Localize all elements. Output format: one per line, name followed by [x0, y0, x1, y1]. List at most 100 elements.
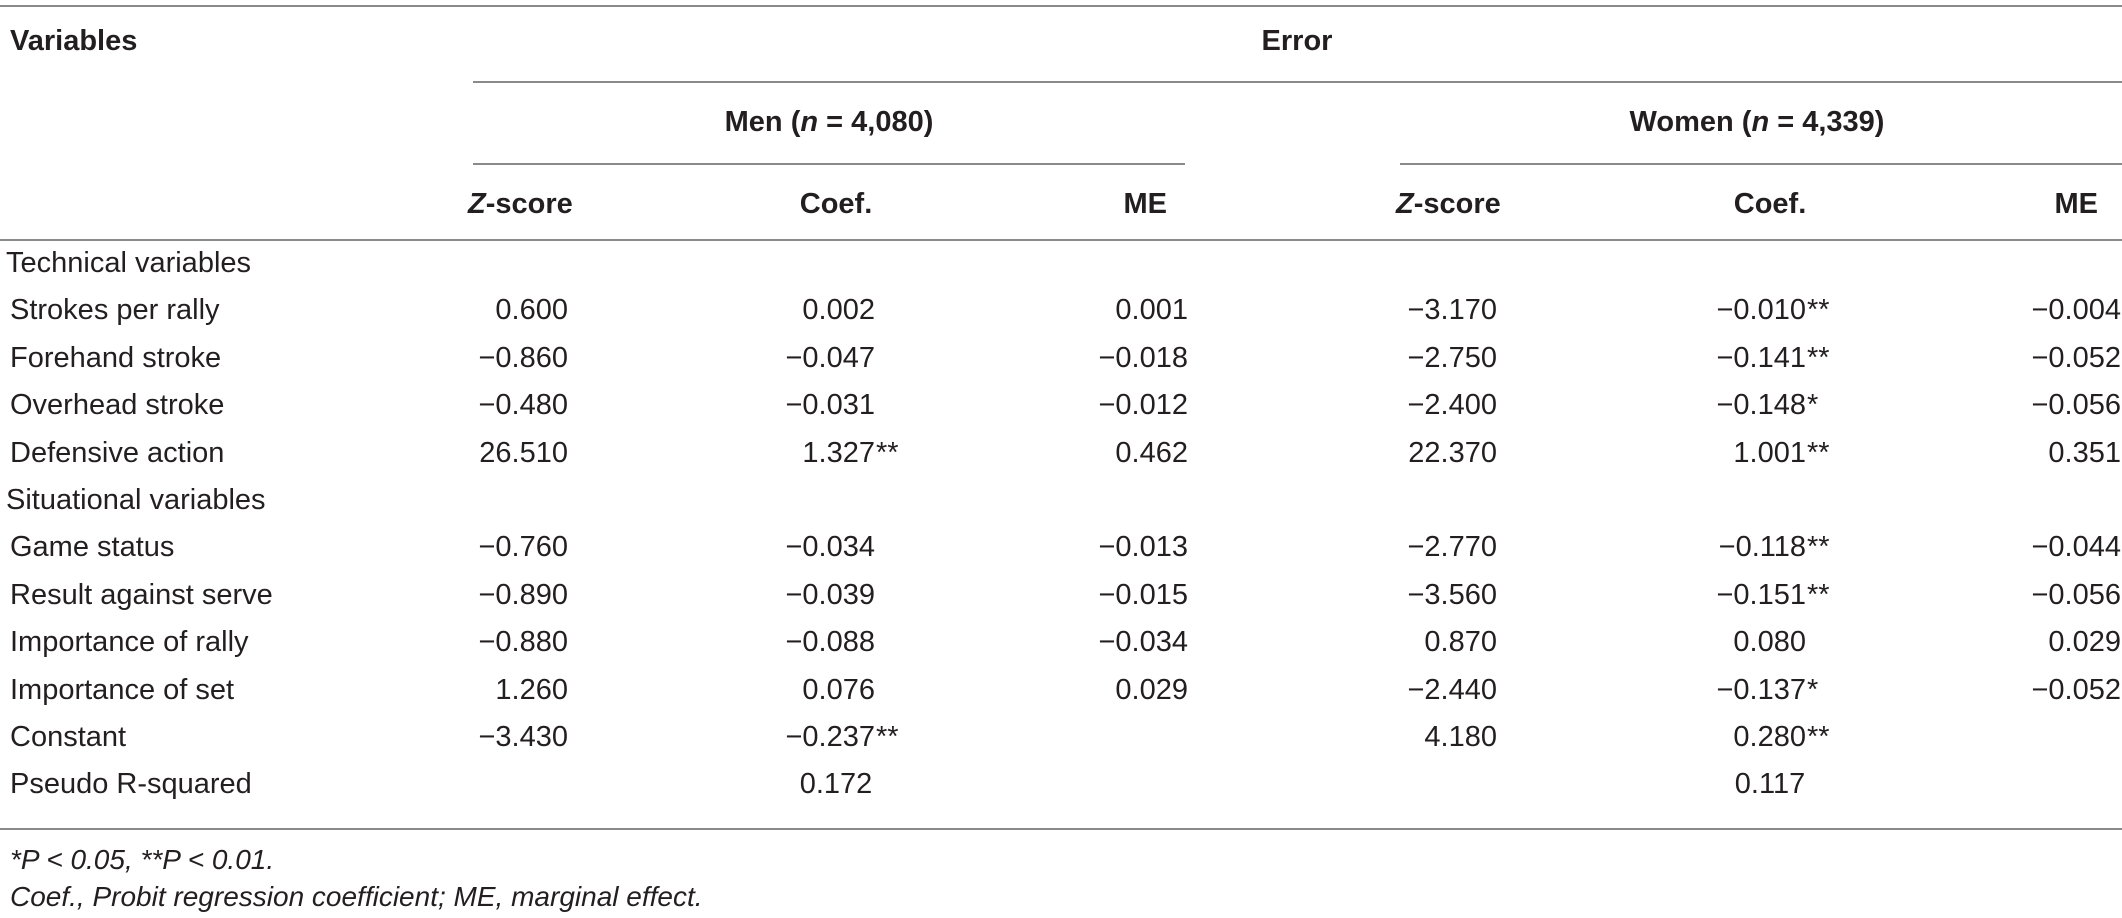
men-count: = 4,080): [818, 106, 934, 138]
women-coef-cell: −0.148: [1716, 389, 1806, 422]
section-technical-variables: Technical variables: [6, 247, 252, 279]
women-coef-cell: −0.151: [1716, 578, 1806, 611]
men-zscore-cell: −0.890: [478, 578, 568, 611]
women-zscore-cell: −2.440: [1407, 673, 1497, 706]
men-zscore-header: Z-score: [468, 187, 573, 221]
women-coef-header: Coef.: [1733, 188, 1807, 220]
women-coef-significance: **: [1807, 436, 1830, 469]
women-me-cell: −0.044: [2031, 531, 2121, 564]
women-zscore-cell: −2.750: [1407, 341, 1497, 374]
men-n: n: [800, 106, 819, 138]
men-zscore-cell: −0.480: [478, 389, 568, 422]
men-zscore-cell: 0.600: [495, 294, 568, 327]
row-label: Strokes per rally: [10, 294, 220, 327]
men-zscore-cell: −0.880: [478, 626, 568, 659]
men-label: Men (: [724, 106, 801, 138]
men-coef-cell: −0.034: [785, 531, 875, 564]
women-me-header: ME: [2054, 188, 2099, 220]
women-z-rest: -score: [1413, 188, 1501, 220]
women-group-header: Women (n = 4,339): [1630, 105, 1885, 139]
men-me-cell: −0.012: [1098, 389, 1188, 422]
women-coef-significance: **: [1807, 294, 1830, 327]
men-group-header: Men (n = 4,080): [725, 105, 934, 139]
women-me-cell: −0.052: [2031, 341, 2121, 374]
women-coef-significance: *: [1807, 389, 1819, 422]
header-bottom-rule: [0, 239, 2122, 241]
men-me-header: ME: [1123, 188, 1168, 220]
row-label: Forehand stroke: [10, 341, 222, 374]
women-z-letter: Z: [1396, 188, 1414, 220]
women-coef-significance: **: [1807, 341, 1830, 374]
women-zscore-cell: −3.170: [1407, 294, 1497, 327]
women-coef-cell: −0.010: [1716, 294, 1806, 327]
row-label: Game status: [10, 531, 175, 564]
men-coef-cell: 0.076: [802, 673, 875, 706]
men-coef-cell: 1.327: [802, 436, 875, 469]
women-coef-cell: 0.280: [1733, 721, 1806, 753]
women-label: Women (: [1629, 106, 1752, 138]
pseudo-r2-label: Pseudo R-squared: [10, 768, 252, 801]
error-underline: [473, 81, 2122, 83]
women-coef-significance: **: [1807, 578, 1830, 611]
men-coef-cell: −0.088: [785, 626, 875, 659]
men-coef-header: Coef.: [799, 188, 873, 220]
women-me-cell: −0.052: [2031, 673, 2121, 706]
women-count: = 4,339): [1769, 106, 1885, 138]
women-coef-significance: *: [1807, 673, 1819, 706]
abbreviation-footnote: Coef., Probit regression coefficient; ME…: [10, 881, 703, 912]
women-coef-cell: 0.080: [1733, 626, 1806, 659]
men-coef-cell: −0.031: [785, 389, 875, 422]
row-label: Importance of set: [10, 673, 235, 706]
men-coef-significance: **: [876, 436, 899, 469]
row-label: Importance of rally: [10, 626, 249, 659]
men-z-rest: -score: [485, 188, 573, 220]
men-me-cell: −0.013: [1098, 531, 1188, 564]
men-me-cell: 0.029: [1115, 673, 1188, 706]
women-coef-significance: **: [1807, 721, 1830, 753]
row-label: Defensive action: [10, 436, 225, 469]
section-situational-variables: Situational variables: [6, 484, 266, 516]
men-zscore-cell: −0.860: [478, 341, 568, 374]
women-zscore-header: Z-score: [1396, 187, 1501, 221]
men-me-cell: 0.001: [1115, 294, 1188, 327]
pseudo-r2-men: 0.172: [799, 768, 873, 801]
women-n: n: [1751, 106, 1770, 138]
men-me-cell: −0.018: [1098, 341, 1188, 374]
men-coef-cell: −0.237: [785, 721, 875, 753]
women-zscore-cell: −2.770: [1407, 531, 1497, 564]
women-me-cell: −0.056: [2031, 389, 2121, 422]
men-me-cell: 0.462: [1115, 436, 1188, 469]
men-coef-cell: 0.002: [802, 294, 875, 327]
error-header: Error: [1261, 25, 1333, 57]
table-bottom-rule: [0, 828, 2122, 830]
men-zscore-cell: −3.430: [478, 721, 568, 753]
men-me-cell: −0.015: [1098, 578, 1188, 611]
women-me-cell: 0.029: [2048, 626, 2121, 659]
variables-header: Variables: [10, 25, 138, 57]
men-zscore-cell: 1.260: [495, 673, 568, 706]
row-label: Overhead stroke: [10, 389, 225, 422]
women-me-cell: −0.056: [2031, 578, 2121, 611]
top-rule: [0, 5, 2122, 7]
men-underline: [473, 163, 1185, 165]
women-me-cell: −0.004: [2031, 294, 2121, 327]
men-zscore-cell: −0.760: [478, 531, 568, 564]
women-coef-cell: −0.137: [1716, 673, 1806, 706]
significance-footnote: *P < 0.05, **P < 0.01.: [10, 844, 275, 875]
women-me-cell: 0.351: [2048, 436, 2121, 469]
women-zscore-cell: −3.560: [1407, 578, 1497, 611]
men-zscore-cell: 26.510: [479, 436, 568, 469]
row-label: Constant: [10, 721, 127, 753]
men-me-cell: −0.034: [1098, 626, 1188, 659]
men-z-letter: Z: [468, 188, 486, 220]
women-zscore-cell: 22.370: [1408, 436, 1497, 469]
women-zscore-cell: 4.180: [1424, 721, 1497, 753]
pseudo-r2-women: 0.117: [1734, 768, 1806, 801]
women-zscore-cell: 0.870: [1424, 626, 1497, 659]
women-zscore-cell: −2.400: [1407, 389, 1497, 422]
women-coef-cell: −0.118: [1718, 531, 1806, 564]
women-coef-cell: −0.141: [1716, 341, 1806, 374]
row-label: Result against serve: [10, 578, 273, 611]
women-coef-significance: **: [1807, 531, 1830, 564]
women-underline: [1400, 163, 2122, 165]
